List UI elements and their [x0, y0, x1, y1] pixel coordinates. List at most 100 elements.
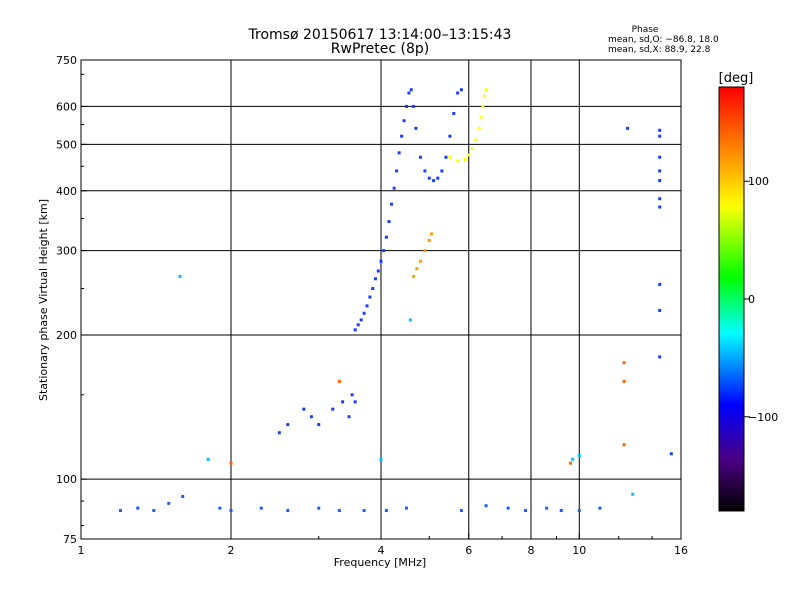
data-point: [218, 506, 222, 510]
data-point: [440, 169, 444, 173]
axis-ticks: 1 2 4 6 8 10 16 75 100 200 300 400 500 600 750: [56, 54, 688, 557]
data-point: [456, 91, 460, 95]
data-point: [371, 287, 375, 291]
data-point: [658, 155, 662, 159]
data-point: [568, 461, 572, 465]
data-point: [658, 355, 662, 359]
data-point: [384, 235, 388, 239]
data-point: [459, 88, 463, 92]
data-point: [118, 509, 122, 513]
data-point: [631, 492, 635, 496]
x-tick-label: 8: [528, 544, 535, 557]
data-point: [484, 504, 488, 508]
data-point: [181, 494, 185, 498]
data-point: [286, 509, 290, 513]
data-point: [384, 509, 388, 513]
colorbar-tick-label: 0: [748, 293, 755, 306]
data-point: [408, 318, 412, 322]
y-tick-label: 75: [63, 533, 77, 546]
data-point: [178, 274, 182, 278]
y-tick-label: 400: [56, 185, 77, 198]
data-point: [432, 179, 436, 183]
data-point: [429, 232, 433, 236]
chart-title: Tromsø 20150617 13:14:00–13:15:43: [248, 27, 512, 43]
data-point: [376, 269, 380, 273]
data-point: [456, 159, 460, 163]
x-axis-label: Frequency [MHz]: [334, 556, 426, 569]
data-point: [409, 88, 413, 92]
data-point: [362, 311, 366, 315]
data-point: [452, 111, 456, 115]
data-point: [414, 126, 418, 130]
data-point: [577, 454, 581, 458]
data-point: [136, 506, 140, 510]
data-point: [658, 169, 662, 173]
data-point: [341, 400, 345, 404]
data-point: [467, 153, 471, 157]
data-point: [317, 506, 321, 510]
data-point: [481, 104, 485, 108]
data-point: [571, 457, 575, 461]
data-point: [444, 155, 448, 159]
x-tick-label: 4: [378, 544, 385, 557]
data-point: [448, 155, 452, 159]
data-point: [669, 452, 673, 456]
data-point: [477, 126, 481, 130]
data-point: [626, 126, 630, 130]
data-point: [482, 94, 486, 98]
x-tick-label: 1: [78, 544, 85, 557]
data-point: [229, 461, 233, 465]
phase-colorbar: [deg] 100 0 −100: [718, 71, 778, 512]
data-point: [577, 509, 581, 513]
data-point: [622, 443, 626, 447]
stats-x: mean, sd,X: 88.9, 22.8: [608, 45, 711, 55]
y-tick-label: 200: [56, 329, 77, 342]
y-axis-label: Stationary phase Virtual Height [km]: [37, 199, 50, 401]
data-point: [362, 509, 366, 513]
data-point: [598, 506, 602, 510]
y-tick-label: 300: [56, 245, 77, 258]
data-point: [622, 379, 626, 383]
data-point: [277, 431, 281, 435]
data-point: [286, 423, 290, 427]
data-point: [427, 238, 431, 242]
data-point: [506, 506, 510, 510]
data-point: [374, 277, 378, 281]
data-point: [379, 457, 383, 461]
colorbar-tick-label: 100: [748, 175, 769, 188]
data-point: [302, 407, 306, 411]
data-point: [658, 134, 662, 138]
stats-header: Phase: [632, 25, 659, 35]
data-point: [418, 155, 422, 159]
data-point: [167, 501, 171, 505]
data-point: [365, 304, 369, 308]
data-point: [356, 323, 360, 327]
data-point: [622, 361, 626, 365]
data-point: [353, 328, 357, 332]
stats-o: mean, sd,O: −86.8, 18.0: [608, 35, 719, 45]
data-point: [350, 393, 354, 397]
data-point: [337, 509, 341, 513]
data-point: [658, 282, 662, 286]
data-point: [658, 205, 662, 209]
data-point: [404, 506, 408, 510]
data-point: [412, 274, 416, 278]
data-point: [390, 202, 394, 206]
data-point: [474, 138, 478, 142]
data-point: [229, 509, 233, 513]
data-point: [427, 176, 431, 180]
data-point: [392, 186, 396, 190]
data-point: [545, 506, 549, 510]
data-point: [382, 249, 386, 253]
data-point: [353, 400, 357, 404]
data-point: [359, 318, 363, 322]
y-tick-label: 600: [56, 100, 77, 113]
data-point: [412, 104, 416, 108]
data-point: [368, 295, 372, 299]
data-point: [559, 509, 563, 513]
data-point: [402, 119, 406, 123]
data-point: [395, 169, 399, 173]
data-point: [331, 407, 335, 411]
data-point: [423, 249, 427, 253]
data-point: [415, 267, 419, 271]
